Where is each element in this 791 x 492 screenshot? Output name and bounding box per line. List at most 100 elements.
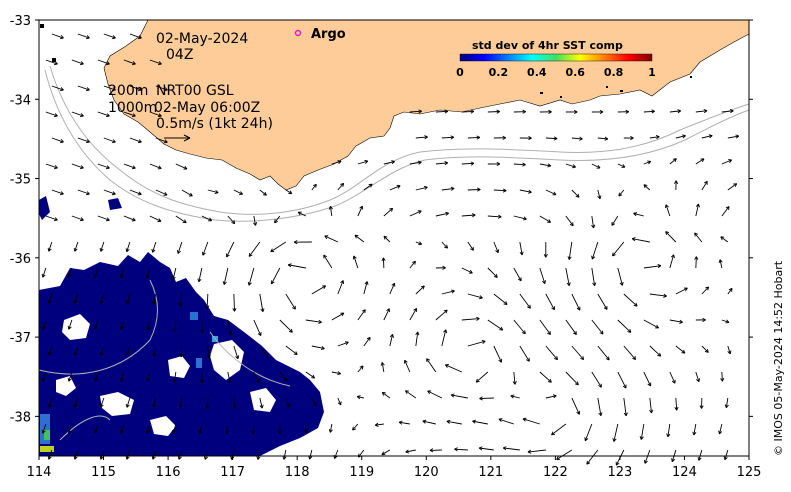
current-arrow [591,241,599,260]
current-arrow [623,293,638,307]
current-arrow [545,293,555,311]
date-label: 02-May-2024 [156,31,248,47]
current-arrow [597,397,603,417]
current-arrow [586,449,599,465]
current-arrow [701,286,710,295]
current-arrow [643,449,651,464]
current-arrow [149,163,162,170]
current-arrow [591,109,604,115]
current-arrow [337,280,345,295]
current-arrow [422,419,436,425]
current-arrow [571,397,581,415]
current-arrow [125,397,131,408]
current-arrow [479,396,494,401]
current-arrow [381,391,391,399]
current-arrow [270,267,281,285]
current-arrow [181,189,193,197]
current-arrow [565,371,579,386]
current-arrow [41,423,47,434]
x-tick-label: 123 [607,465,632,480]
x-tick-label: 117 [220,465,245,480]
current-arrow [303,423,308,434]
y-tick-label: -33 [10,14,31,29]
current-arrow [383,308,390,321]
current-arrow [103,33,116,40]
current-arrow [103,189,116,196]
current-arrow [441,329,448,347]
current-arrow [149,215,162,222]
current-arrow [176,241,183,254]
current-arrow [441,241,448,249]
current-arrow [409,160,422,165]
current-arrow [149,59,162,66]
current-arrow [512,371,517,385]
current-arrow [129,85,142,92]
current-arrow [175,215,187,224]
current-arrow [45,111,58,118]
current-arrow [487,319,504,331]
current-arrow [487,267,498,278]
current-arrow [201,215,213,222]
current-arrow [178,293,183,307]
current-arrow [200,319,205,334]
current-arrow [45,215,58,222]
product-time-label: 02-May 06:00Z [154,100,260,116]
current-arrow [77,85,90,92]
current-arrow [331,371,341,376]
scale-label: 0.5m/s (1kt 24h) [156,116,273,132]
current-arrow [727,183,738,191]
current-arrow [256,449,261,460]
current-arrow [539,163,552,168]
current-arrow [279,319,293,333]
current-arrow [201,241,209,256]
current-arrow [146,319,151,331]
colorbar: std dev of 4hr SST comp 0 0.2 0.4 0.6 0.8 1 [456,39,656,79]
current-arrow [205,397,210,409]
current-arrow [467,241,474,251]
current-arrow [649,135,660,140]
current-arrow [539,371,552,383]
current-arrow [352,255,359,269]
current-arrow [675,345,686,354]
current-arrow [429,448,442,453]
current-arrow [478,446,494,451]
current-arrow [435,109,449,114]
current-arrow [77,33,90,40]
current-arrow [409,307,418,321]
current-arrow [97,111,110,118]
current-arrow [171,267,177,281]
current-arrow [498,418,514,425]
current-arrow [695,317,706,322]
current-arrow [446,419,462,425]
current-arrow [487,214,502,219]
current-arrow [73,345,79,356]
current-arrow [380,362,385,373]
current-arrow [727,345,732,355]
current-arrow [426,358,437,373]
current-arrow [233,189,243,195]
current-arrow [41,371,47,382]
current-arrow [206,345,211,359]
current-arrow [403,359,411,373]
current-arrow [337,397,342,406]
current-arrow [545,136,558,141]
current-arrow [152,397,157,408]
current-arrow [409,109,422,114]
current-arrow [259,345,269,359]
current-arrow [467,293,483,300]
current-arrow [618,189,625,197]
current-arrow [405,390,417,399]
current-arrow [697,449,703,461]
current-arrow [695,108,708,114]
current-arrow [274,215,281,224]
current-arrow [129,189,142,196]
current-arrow [389,282,396,295]
argo-label: Argo [311,27,346,42]
current-arrow [197,267,203,283]
current-arrow [172,371,177,383]
current-arrow [493,293,508,305]
current-arrow [93,371,99,382]
current-arrow [323,254,333,269]
current-arrow [665,231,677,243]
